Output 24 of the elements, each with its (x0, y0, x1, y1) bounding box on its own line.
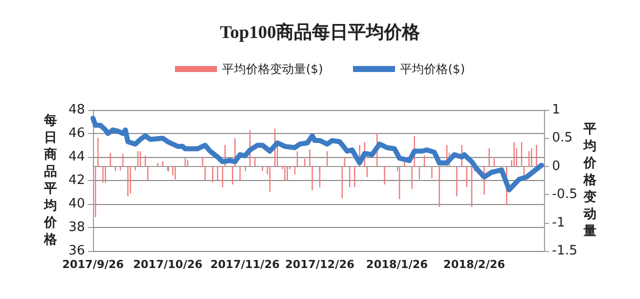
y2-axis-title: 平均价格变动量 (582, 122, 598, 239)
y2-tick-label: 0 (552, 158, 560, 174)
x-tick-label: 2017/11/26 (210, 258, 280, 271)
x-tick-label: 2018/1/26 (366, 258, 428, 271)
y-axis-title: 每日商品平均价格 (43, 114, 58, 248)
x-tick-label: 2017/10/26 (133, 258, 203, 271)
y-tick-label: 44 (68, 150, 85, 164)
y2-tick-label: 1 (552, 102, 560, 118)
legend-label: 平均价格($) (400, 62, 465, 76)
chart-title: Top100商品每日平均价格 (220, 22, 422, 42)
y2-tick-label: -1.5 (552, 244, 578, 258)
y2-tick-label: -1 (552, 215, 565, 230)
legend-label: 平均价格变动量($) (222, 62, 323, 76)
y-tick-label: 38 (68, 220, 85, 235)
x-tick-label: 2018/2/26 (443, 258, 506, 271)
x-tick-label: 2017/9/26 (62, 258, 124, 271)
y-tick-label: 46 (68, 126, 85, 141)
y-tick-label: 40 (68, 196, 85, 212)
y-tick-label: 48 (68, 102, 85, 118)
y-tick-label: 36 (68, 244, 85, 258)
y-tick-label: 42 (68, 173, 85, 188)
y2-tick-label: 0.5 (552, 130, 573, 146)
y2-tick-label: -0.5 (552, 187, 578, 202)
x-tick-label: 2017/12/26 (285, 258, 355, 271)
